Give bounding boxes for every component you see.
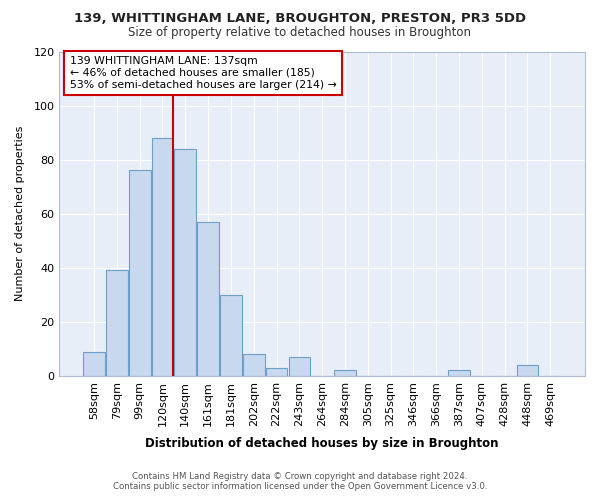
Bar [243,354,265,376]
Text: Size of property relative to detached houses in Broughton: Size of property relative to detached ho… [128,26,472,39]
Text: 139, WHITTINGHAM LANE, BROUGHTON, PRESTON, PR3 5DD: 139, WHITTINGHAM LANE, BROUGHTON, PRESTO… [74,12,526,26]
Bar [266,368,287,376]
Text: Contains HM Land Registry data © Crown copyright and database right 2024.
Contai: Contains HM Land Registry data © Crown c… [113,472,487,491]
Bar [152,138,173,376]
Bar [129,170,151,376]
Bar [334,370,356,376]
X-axis label: Distribution of detached houses by size in Broughton: Distribution of detached houses by size … [145,437,499,450]
Bar [175,149,196,376]
Bar [106,270,128,376]
Bar [197,222,219,376]
Y-axis label: Number of detached properties: Number of detached properties [15,126,25,302]
Bar [448,370,470,376]
Bar [289,357,310,376]
Text: 139 WHITTINGHAM LANE: 137sqm
← 46% of detached houses are smaller (185)
53% of s: 139 WHITTINGHAM LANE: 137sqm ← 46% of de… [70,56,337,90]
Bar [517,365,538,376]
Bar [83,352,105,376]
Bar [220,295,242,376]
